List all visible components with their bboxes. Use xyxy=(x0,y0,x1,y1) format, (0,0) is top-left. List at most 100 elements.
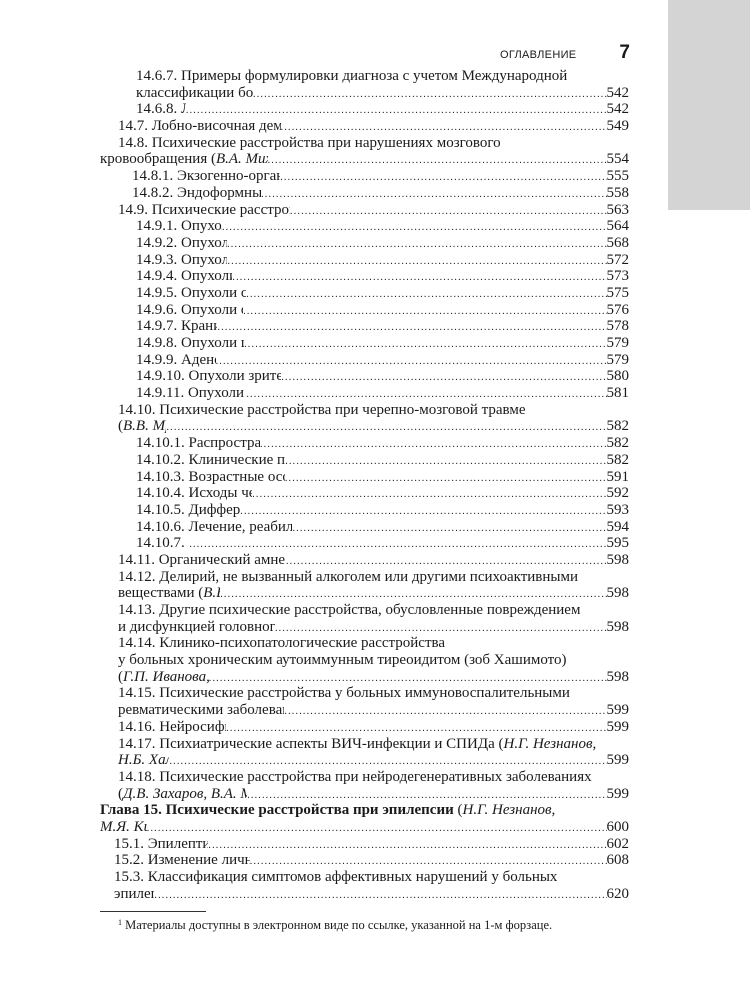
toc-line: 14.9.2. Опухоли височной доли 568 xyxy=(100,235,629,252)
toc-line: 14.7. Лобно-височная деменция (болезнь П… xyxy=(100,118,629,135)
dot-leader xyxy=(286,554,607,569)
toc-line: 14.9. Психические расстройства при опухо… xyxy=(100,202,629,219)
toc-entry-text: 14.9.4. Опухоли затылочной доли xyxy=(136,268,232,285)
toc-line: 14.10.3. Возрастные особенности черепно-… xyxy=(100,469,629,486)
toc-line: 15.2. Изменение личности у больных эпиле… xyxy=(100,852,629,869)
toc-author: Н.Б. Халезова xyxy=(118,752,169,769)
dot-leader xyxy=(268,153,607,168)
toc-line: 15.1. Эпилептические психозы 602 xyxy=(100,836,629,853)
toc-page-number: 555 xyxy=(606,168,630,185)
dot-leader xyxy=(217,320,606,335)
toc-line: 14.16. Нейросифилис (А.С. Тиганов)1 599 xyxy=(100,719,629,736)
toc-entry-text: 14.9.7. Краниофарингиомы xyxy=(136,318,217,335)
toc-entry-text: веществами (В.В. Вандыш-Бубко)1 xyxy=(118,585,220,602)
toc-author: В.А. Михайлов, И.В. Хяникяйнен, Л.В. Лук… xyxy=(215,151,268,168)
toc-line: 14.17. Психиатрические аспекты ВИЧ-инфек… xyxy=(100,736,629,753)
toc-author: В.В. Вандыш-Бубко xyxy=(203,585,220,602)
toc-author: Н.Г. Незнанов, xyxy=(503,735,597,752)
toc-entry-text: Глава 15. Психические расстройства при э… xyxy=(100,802,555,819)
toc-title-segment: классификации болезней 10-го пересмотра xyxy=(136,84,253,101)
toc-title-segment: 14.9.1. Опухоли лобной доли xyxy=(136,218,222,235)
dot-leader xyxy=(189,537,606,552)
dot-leader xyxy=(220,587,606,602)
toc-entry-text: 14.10.3. Возрастные особенности черепно-… xyxy=(136,469,285,486)
toc-title-segment: кровообращения ( xyxy=(100,151,216,168)
toc-page-number: 564 xyxy=(606,218,630,235)
toc-title-segment: 15.1. Эпилептические психозы xyxy=(114,835,209,852)
dot-leader xyxy=(232,270,606,285)
toc-entry-text: 14.9.2. Опухоли височной доли xyxy=(136,235,227,252)
toc-title-segment: 14.6.8. Лечение xyxy=(136,101,186,118)
toc-line: 14.10.5. Дифференциальный диагноз 593 xyxy=(100,502,629,519)
toc-page-number: 598 xyxy=(606,618,630,635)
dot-leader xyxy=(227,237,606,252)
toc-line: (Д.В. Захаров, В.А. Михайлов, Л.А. Хубла… xyxy=(100,786,629,803)
toc-title-segment: ( xyxy=(453,802,463,819)
toc-title-segment: 14.9.8. Опухоли шишковидной железы xyxy=(136,335,244,351)
toc-title-segment: 14.9.6. Опухоли области III желудочка xyxy=(136,301,243,318)
toc-title-segment: 14.6.7. Примеры формулировки диагноза с … xyxy=(136,68,568,84)
toc-title-segment: 14.14. Клинико-психопатологические расст… xyxy=(118,635,446,652)
dot-leader xyxy=(222,220,607,235)
toc-page-number: 599 xyxy=(606,752,630,769)
toc-line: 14.11. Органический амнестический синдро… xyxy=(100,552,629,569)
toc-page-number: 599 xyxy=(606,702,630,719)
toc-line: М.Я. Киссин) 600 xyxy=(100,819,629,836)
toc-title-segment: 14.8.2. Эндоформные психические расстрой… xyxy=(132,184,262,201)
toc-page-number: 598 xyxy=(606,668,630,685)
toc-entry-text: 14.10.4. Исходы черепно-мозговой травмы xyxy=(136,485,252,502)
toc-title-segment: 14.9.7. Краниофарингиомы xyxy=(136,318,218,335)
toc-line: 14.15. Психические расстройства у больны… xyxy=(100,685,629,702)
toc-title-segment: 14.10.6. Лечение, реабилитация и организ… xyxy=(136,518,293,535)
toc-title-segment: 14.9.10. Опухоли зрительного бугра и баз… xyxy=(136,368,282,385)
toc-title-segment: ( xyxy=(118,785,123,802)
toc-title-segment: и дисфункцией головного мозга или сомати… xyxy=(118,618,275,635)
toc-page-number: 576 xyxy=(606,301,630,318)
toc-entry-text: 14.9.9. Аденомы гипофиза xyxy=(136,352,216,369)
toc-page-number: 579 xyxy=(606,351,630,368)
toc-title-segment: 14.18. Психические расстройства при нейр… xyxy=(118,768,592,785)
toc-line: Глава 15. Психические расстройства при э… xyxy=(100,802,629,819)
toc-entry-text: 14.8.2. Эндоформные психические расстрой… xyxy=(132,185,261,202)
toc-title-segment: 14.9. Психические расстройства при опухо… xyxy=(118,201,290,218)
toc-title-segment: 14.9.11. Опухоли задней черепной ямки xyxy=(136,385,246,402)
toc-entry-text: 14.9.5. Опухоли ствола головного мозга xyxy=(136,285,246,302)
toc-author: Г.П. Иванова, Л.Н. Горобец xyxy=(123,668,209,685)
toc-line: 14.13. Другие психические расстройства, … xyxy=(100,602,629,619)
toc-title-segment: эпилепсией xyxy=(114,885,154,902)
dot-leader xyxy=(250,854,607,869)
toc-page-number: 595 xyxy=(606,535,630,552)
dot-leader xyxy=(216,354,607,369)
toc-page-number: 580 xyxy=(606,368,630,385)
dot-leader xyxy=(147,821,607,836)
footnote-divider xyxy=(100,911,206,912)
toc-entry-text: 15.1. Эпилептические психозы xyxy=(114,836,208,853)
toc-page-number: 594 xyxy=(606,518,630,535)
toc-author: Н.Г. Незнанов, xyxy=(462,802,556,819)
toc-line: 14.9.5. Опухоли ствола головного мозга 57… xyxy=(100,285,629,302)
toc-title-segment: 14.16. Нейросифилис ( xyxy=(118,718,226,735)
toc-title-segment: 14.12. Делирий, не вызванный алкоголем и… xyxy=(118,568,578,585)
dot-leader xyxy=(285,471,607,486)
toc-entry-text: 14.9.11. Опухоли задней черепной ямки xyxy=(136,385,246,402)
toc-entry-text: 14.15. Психические расстройства у больны… xyxy=(118,685,570,702)
dot-leader xyxy=(253,87,607,102)
toc-line: 14.9.9. Аденомы гипофиза 579 xyxy=(100,352,629,369)
toc-line: кровообращения (В.А. Михайлов, И.В. Хяни… xyxy=(100,151,629,168)
toc-page-number: 582 xyxy=(606,451,630,468)
toc-title-segment: 14.8.1. Экзогенно-органические психическ… xyxy=(132,168,280,185)
dot-leader xyxy=(244,337,606,352)
toc-entry-text: 14.6.8. Лечение xyxy=(136,101,186,118)
toc-title-segment: 14.9.4. Опухоли затылочной доли xyxy=(136,268,233,285)
toc-page-number: 591 xyxy=(606,468,630,485)
toc-page-number: 592 xyxy=(606,485,630,502)
toc-entry-text: 14.7. Лобно-височная деменция (болезнь П… xyxy=(118,118,281,135)
toc-entry-text: 14.17. Психиатрические аспекты ВИЧ-инфек… xyxy=(118,736,596,753)
toc-title-segment: ( xyxy=(118,668,123,685)
toc-entry-text: 14.8.1. Экзогенно-органические психическ… xyxy=(132,168,280,185)
toc-page-number: 578 xyxy=(606,318,630,335)
toc-line: 14.10.1. Распространенность и классифика… xyxy=(100,435,629,452)
dot-leader xyxy=(261,187,606,202)
toc-entry-text: 14.12. Делирий, не вызванный алкоголем и… xyxy=(118,569,578,586)
running-header-title: ОГЛАВЛЕНИЕ xyxy=(500,49,577,61)
